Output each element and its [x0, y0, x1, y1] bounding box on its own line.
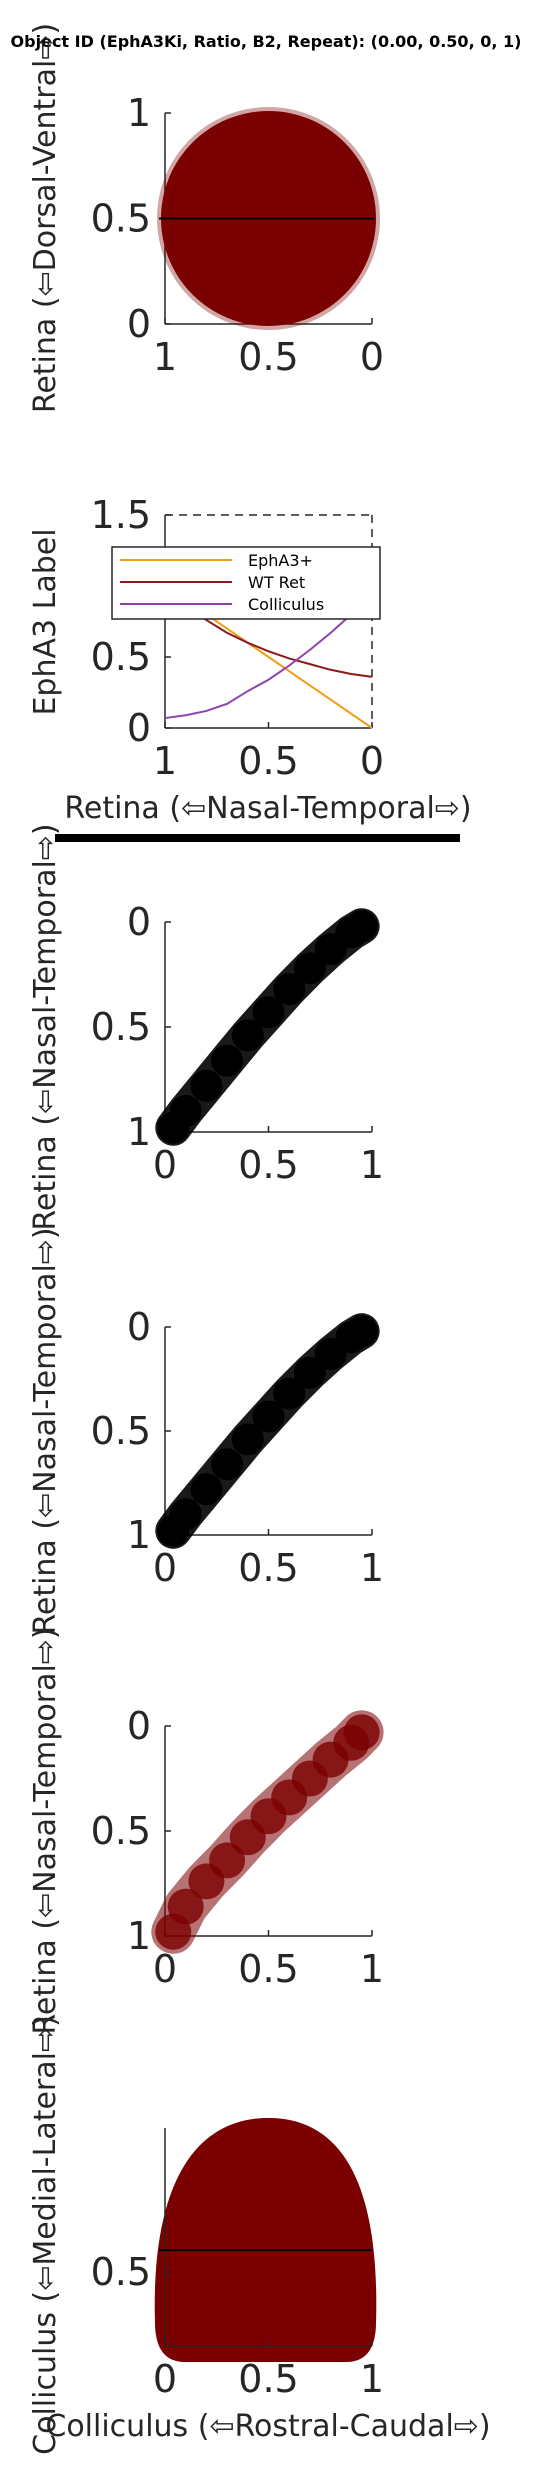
data-point: [343, 1714, 380, 1751]
x-axis-label: Colliculus (⇦Rostral-Caudal⇨): [45, 2409, 490, 2444]
y-tick-label: 1: [127, 1513, 151, 1557]
x-tick-label: 1: [153, 335, 177, 379]
data-point: [252, 1400, 285, 1433]
x-tick-label: 0: [153, 1143, 177, 1187]
data-point: [167, 1888, 204, 1925]
x-axis-label: Retina (⇦Nasal-Temporal⇨): [64, 791, 471, 826]
x-tick-label: 1: [153, 739, 177, 783]
data-point: [231, 1019, 264, 1052]
chart-colliculus-field: 0 0.5 1 0.5 Colliculus (⇦Medial-Lateral⇨)Col…: [28, 2015, 491, 2455]
data-point: [293, 1356, 326, 1389]
data-point: [345, 910, 378, 943]
x-tick-label: 0.5: [238, 1947, 298, 1991]
x-tick-label: 1: [360, 1546, 384, 1590]
data-point: [211, 1448, 244, 1481]
x-tick-label: 0: [153, 1546, 177, 1590]
legend-label: WT Ret: [248, 573, 305, 592]
x-tick-label: 0: [153, 2357, 177, 2401]
x-tick-label: 0.5: [238, 1143, 298, 1187]
y-axis-label: Retina (⇦Dorsal-Ventral⇨): [28, 23, 63, 413]
x-tick-label: 0: [153, 1947, 177, 1991]
data-point: [273, 973, 306, 1006]
y-tick-label: 0.5: [91, 197, 151, 241]
x-tick-label: 0: [360, 739, 384, 783]
data-point: [190, 1473, 223, 1506]
data-point: [252, 996, 285, 1029]
data-point: [231, 1423, 264, 1456]
x-tick-label: 1: [360, 1143, 384, 1187]
x-tick-label: 0.5: [238, 2357, 298, 2401]
y-tick-label: 0: [127, 302, 151, 346]
x-tick-label: 0.5: [238, 335, 298, 379]
data-point: [211, 1044, 244, 1077]
data-point: [273, 1377, 306, 1410]
figure-title: Object ID (EphA3Ki, Ratio, B2, Repeat): …: [11, 32, 522, 51]
y-axis-label: Retina (⇦Nasal-Temporal⇨): [28, 823, 63, 1230]
y-tick-label: 1: [127, 1110, 151, 1154]
series-colliculus: [164, 585, 373, 720]
y-tick-label: 0.5: [91, 635, 151, 679]
y-tick-label: 0.5: [91, 2250, 151, 2294]
y-axis-label: EphA3 Label: [28, 528, 63, 715]
y-tick-label: 0: [127, 706, 151, 750]
colliculus-dome: [154, 2118, 377, 2362]
data-point: [345, 1315, 378, 1348]
legend-label: Colliculus: [248, 595, 324, 614]
y-tick-label: 0.5: [91, 1409, 151, 1453]
data-point: [169, 1498, 202, 1531]
x-tick-label: 0: [360, 335, 384, 379]
y-tick-label: 0: [127, 1305, 151, 1349]
y-axis-label: Colliculus (⇦Medial-Lateral⇨): [28, 2015, 63, 2455]
y-tick-label: 0: [127, 900, 151, 944]
data-point: [169, 1095, 202, 1127]
y-tick-label: 1: [127, 91, 151, 135]
y-tick-label: 1.5: [91, 493, 151, 537]
legend-label: EphA3+: [248, 551, 313, 570]
y-tick-label: 1: [127, 1914, 151, 1958]
y-axis-label: Retina (⇦Nasal-Temporal⇨): [28, 1227, 63, 1634]
legend: EphA3+ WT Ret Colliculus: [111, 546, 381, 620]
data-point: [293, 952, 326, 985]
y-tick-label: 0.5: [91, 1809, 151, 1853]
y-tick-label: 0: [127, 1704, 151, 1748]
data-point: [209, 1842, 246, 1879]
x-tick-label: 0.5: [238, 1546, 298, 1590]
data-point: [190, 1069, 223, 1102]
y-axis-label: Retina (⇦Nasal-Temporal⇨): [28, 1627, 63, 2034]
x-tick-label: 0.5: [238, 739, 298, 783]
x-tick-label: 1: [360, 1947, 384, 1991]
y-tick-label: 0.5: [91, 1005, 151, 1049]
x-tick-label: 1: [360, 2357, 384, 2401]
